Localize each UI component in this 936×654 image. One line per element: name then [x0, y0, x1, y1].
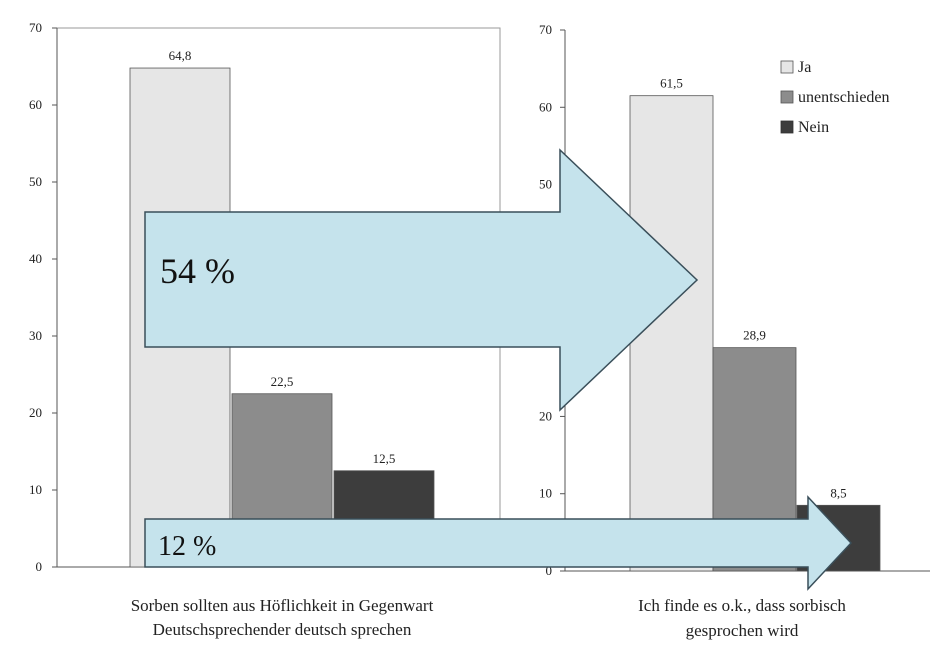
- right-caption-line-1: Ich finde es o.k., dass sorbisch: [638, 596, 846, 615]
- legend-label-nein: Nein: [798, 119, 829, 136]
- left-caption-line-2: Deutschsprechender deutsch sprechen: [153, 620, 412, 639]
- right-y-tick-label: 10: [539, 486, 552, 501]
- left-y-tick-label: 30: [29, 328, 42, 343]
- right-bar-ja: [629, 95, 714, 572]
- left-data-label-unentschieden: 22,5: [271, 374, 294, 389]
- right-y-tick-label: 20: [539, 408, 552, 423]
- arrow-12-percent: 12 %: [144, 495, 853, 591]
- left-y-tick-label: 50: [29, 174, 42, 189]
- right-data-label-ja: 61,5: [660, 76, 683, 91]
- arrow-54-label: 54 %: [160, 251, 235, 291]
- arrow-54-shape: [144, 148, 699, 412]
- arrow-12-shape: [144, 495, 853, 591]
- legend-swatch-ja: [780, 60, 794, 74]
- arrow-54-percent: 54 %: [144, 148, 699, 412]
- left-data-label-nein: 12,5: [373, 451, 396, 466]
- left-y-tick-label: 70: [29, 20, 42, 35]
- left-y-tick-label: 20: [29, 405, 42, 420]
- arrow-12-label: 12 %: [158, 531, 216, 562]
- left-y-tick-label: 40: [29, 251, 42, 266]
- legend: Ja unentschieden Nein: [780, 59, 890, 136]
- right-data-label-unentschieden: 28,9: [743, 328, 766, 343]
- legend-swatch-unentschieden: [780, 90, 794, 104]
- captions: Sorben sollten aus Höflichkeit in Gegenw…: [131, 596, 847, 640]
- legend-label-unentschieden: unentschieden: [798, 89, 890, 106]
- right-y-tick-label: 0: [546, 563, 553, 578]
- right-data-label-nein: 8,5: [830, 485, 846, 500]
- legend-label-ja: Ja: [798, 59, 811, 76]
- left-y-tick-label: 0: [36, 559, 43, 574]
- left-caption-line-1: Sorben sollten aus Höflichkeit in Gegenw…: [131, 596, 434, 615]
- left-y-tick-label: 10: [29, 482, 42, 497]
- right-y-tick-label: 50: [539, 177, 552, 192]
- right-y-tick-label: 70: [539, 22, 552, 37]
- right-y-tick-label: 60: [539, 99, 552, 114]
- left-data-label-ja: 64,8: [169, 48, 192, 63]
- left-y-tick-label: 60: [29, 97, 42, 112]
- legend-swatch-nein: [780, 120, 794, 134]
- right-caption-line-2: gesprochen wird: [686, 621, 799, 640]
